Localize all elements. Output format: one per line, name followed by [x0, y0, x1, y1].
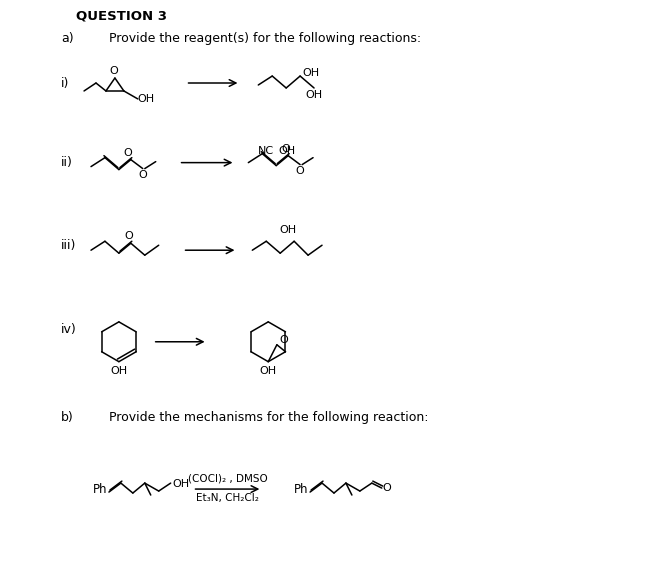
- Text: O: O: [282, 144, 290, 154]
- Text: OH: OH: [302, 68, 319, 78]
- Text: O: O: [124, 148, 132, 158]
- Text: OH: OH: [260, 366, 277, 376]
- Text: QUESTION 3: QUESTION 3: [76, 10, 167, 23]
- Text: ii): ii): [61, 156, 73, 169]
- Text: Ph: Ph: [92, 483, 107, 495]
- Text: iv): iv): [61, 323, 77, 336]
- Text: O: O: [280, 335, 288, 345]
- Text: OH: OH: [138, 94, 155, 104]
- Text: i): i): [61, 76, 69, 89]
- Text: NC: NC: [258, 146, 274, 156]
- Text: O: O: [383, 483, 392, 493]
- Text: OH: OH: [280, 225, 297, 235]
- Text: Provide the mechanisms for the following reaction:: Provide the mechanisms for the following…: [109, 411, 428, 424]
- Text: b): b): [61, 411, 74, 424]
- Text: O: O: [139, 170, 147, 180]
- Text: OH: OH: [173, 479, 190, 489]
- Text: Ph: Ph: [294, 483, 308, 495]
- Text: O: O: [124, 231, 133, 241]
- Text: OH: OH: [278, 146, 296, 156]
- Text: iii): iii): [61, 239, 77, 252]
- Text: OH: OH: [111, 366, 128, 376]
- Text: O: O: [296, 166, 305, 176]
- Text: a): a): [61, 32, 74, 45]
- Text: Provide the reagent(s) for the following reactions:: Provide the reagent(s) for the following…: [109, 32, 421, 45]
- Text: OH: OH: [305, 90, 322, 100]
- Text: (COCl)₂ , DMSO: (COCl)₂ , DMSO: [188, 473, 267, 483]
- Text: O: O: [109, 66, 118, 76]
- Text: Et₃N, CH₂Cl₂: Et₃N, CH₂Cl₂: [196, 493, 259, 503]
